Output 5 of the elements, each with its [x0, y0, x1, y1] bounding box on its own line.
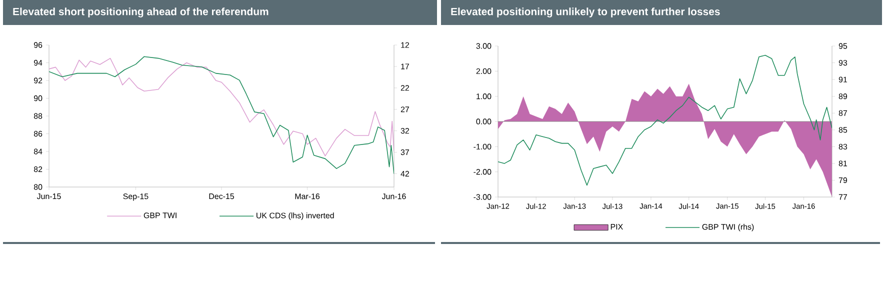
- chart-title: Elevated positioning unlikely to prevent further losses: [451, 8, 720, 18]
- chart-title: Elevated short positioning ahead of the referendum: [13, 8, 268, 18]
- line-series: [49, 58, 394, 156]
- line-series: [49, 56, 394, 174]
- line-series: [498, 54, 832, 186]
